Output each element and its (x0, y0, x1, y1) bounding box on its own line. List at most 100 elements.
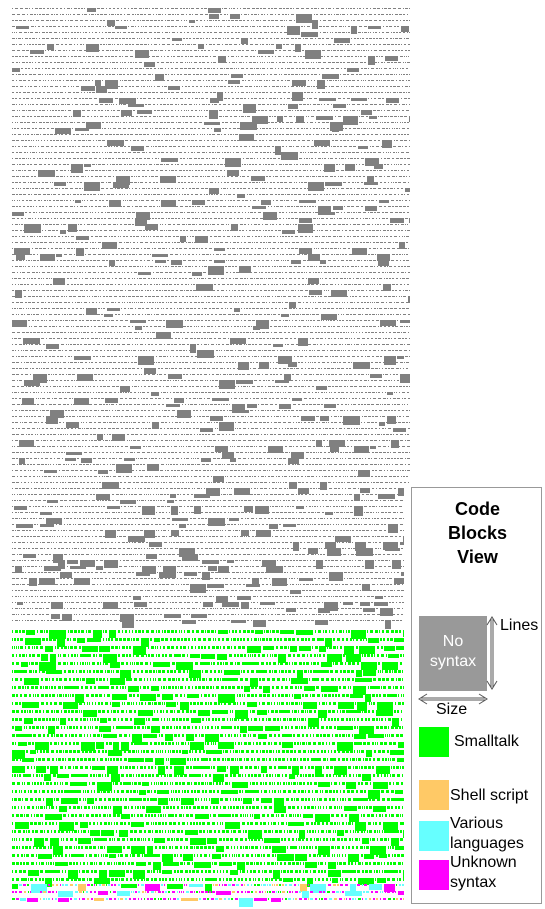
code-block (43, 224, 44, 225)
code-block (97, 260, 100, 261)
code-block (114, 236, 116, 237)
code-block (348, 80, 351, 81)
code-block (302, 50, 304, 51)
code-block (303, 56, 306, 57)
code-block (273, 158, 276, 159)
code-block (211, 170, 214, 171)
code-block (276, 26, 279, 27)
code-block (108, 254, 110, 255)
code-block (140, 116, 143, 117)
code-block (100, 230, 102, 231)
code-block (308, 278, 319, 284)
code-block (326, 8, 327, 9)
code-block (314, 140, 330, 146)
code-block (42, 86, 43, 87)
code-block (316, 116, 333, 120)
code-block (267, 104, 269, 105)
code-block (175, 110, 176, 111)
code-block (274, 116, 276, 117)
code-block (171, 92, 174, 93)
code-block (195, 194, 198, 195)
code-block (139, 38, 140, 39)
code-block (18, 38, 21, 39)
code-block (264, 218, 266, 219)
code-block (330, 284, 333, 285)
code-block (182, 50, 185, 51)
code-block (405, 272, 406, 273)
code-block (275, 290, 277, 291)
code-block (178, 200, 180, 201)
code-block (93, 254, 96, 255)
code-block (47, 218, 49, 219)
code-block (53, 56, 54, 57)
code-block (23, 182, 26, 183)
code-block (111, 266, 114, 267)
code-block (389, 134, 391, 135)
code-block (60, 230, 66, 234)
code-block (112, 86, 114, 87)
code-block (359, 74, 362, 75)
code-block (208, 218, 209, 219)
code-block (340, 56, 342, 57)
code-block (71, 86, 72, 87)
code-block (132, 80, 134, 81)
code-block (296, 164, 298, 165)
code-block (224, 32, 226, 33)
code-block (136, 176, 137, 177)
code-block (286, 212, 287, 213)
code-block (323, 20, 326, 21)
code-block (112, 116, 115, 117)
code-block (192, 14, 193, 15)
code-block (396, 80, 397, 81)
code-block (247, 32, 248, 33)
code-block (209, 26, 212, 27)
code-block (366, 14, 367, 15)
code-block (201, 158, 204, 159)
code-block (24, 224, 41, 233)
code-block (341, 170, 344, 171)
code-block (331, 86, 334, 87)
code-block (167, 122, 170, 123)
code-block (354, 134, 355, 135)
code-block (287, 176, 290, 177)
code-block (371, 50, 372, 51)
code-block (154, 50, 157, 51)
code-block (95, 104, 98, 105)
code-block (248, 128, 250, 129)
code-block (74, 284, 76, 285)
code-block (285, 164, 288, 165)
code-block (400, 158, 403, 159)
code-block (382, 212, 384, 213)
code-block (67, 230, 70, 231)
code-block (268, 32, 269, 33)
code-block (200, 134, 201, 135)
code-block (52, 176, 54, 177)
code-block (330, 218, 333, 219)
code-block (158, 134, 160, 135)
code-block (51, 128, 54, 129)
code-block (289, 284, 292, 285)
code-block (281, 38, 283, 39)
code-block (212, 176, 214, 177)
code-block (45, 116, 48, 117)
code-block (379, 284, 381, 285)
code-block (102, 140, 105, 141)
code-block (173, 194, 175, 195)
code-block (330, 152, 331, 153)
code-block (316, 170, 318, 171)
code-block (183, 80, 184, 81)
code-block (111, 56, 114, 57)
code-block (83, 38, 86, 39)
code-block (50, 62, 52, 63)
code-block (166, 206, 167, 207)
code-block (148, 188, 150, 189)
code-block (43, 284, 44, 285)
code-block (307, 26, 310, 27)
code-block (170, 98, 171, 99)
code-block (287, 260, 289, 261)
code-block (132, 158, 134, 159)
code-block (108, 38, 110, 39)
code-block (92, 38, 95, 39)
code-block (190, 236, 191, 237)
code-block (324, 110, 327, 111)
